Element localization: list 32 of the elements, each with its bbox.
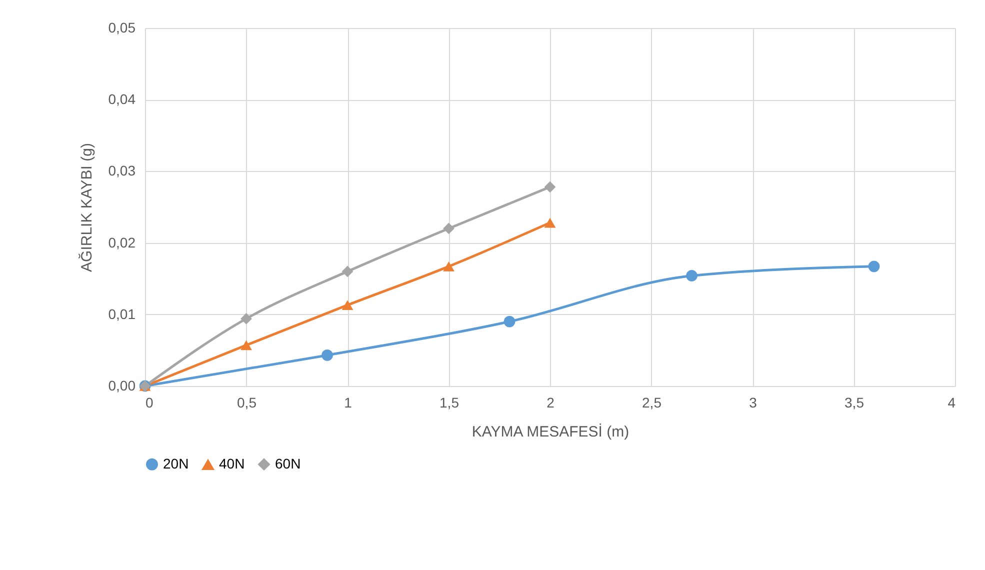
x-tick-label: 0: [146, 394, 154, 410]
point: [686, 270, 698, 282]
point: [240, 312, 252, 324]
x-tick-label: 2: [546, 394, 555, 410]
y-tick-label: 0,02: [108, 234, 136, 250]
x-tick-label: 1,5: [440, 394, 460, 410]
x-tick-label: 4: [948, 394, 956, 410]
point: [240, 340, 252, 350]
point: [342, 266, 354, 278]
point: [443, 261, 454, 272]
point: [504, 316, 516, 328]
point: [868, 260, 880, 272]
y-tick-label: 0,03: [108, 162, 136, 179]
y-tick-label: 0,05: [108, 20, 136, 36]
x-tick-label: 3: [749, 394, 758, 410]
y-tick-label: 0,01: [108, 306, 136, 322]
point: [342, 300, 354, 310]
point: [544, 181, 556, 193]
legend-label: 20N: [163, 455, 189, 472]
point: [544, 218, 556, 228]
x-axis-title: KAYMA MESAFESİ (m): [472, 422, 630, 440]
point: [322, 350, 333, 361]
x-tick-label: 2,5: [642, 394, 662, 410]
x-tick-label: 1: [344, 394, 352, 410]
x-tick-label: 3,5: [844, 394, 864, 410]
x-tick-label: 0,5: [237, 394, 257, 410]
legend-label: 60N: [275, 455, 301, 472]
legend-label: 40N: [219, 456, 245, 472]
y-tick-label: 0,04: [108, 91, 136, 108]
point: [443, 222, 454, 234]
y-tick-label: 0,00: [108, 378, 136, 394]
y-axis-title: AĞIRLIK KAYBI (g): [77, 143, 96, 272]
